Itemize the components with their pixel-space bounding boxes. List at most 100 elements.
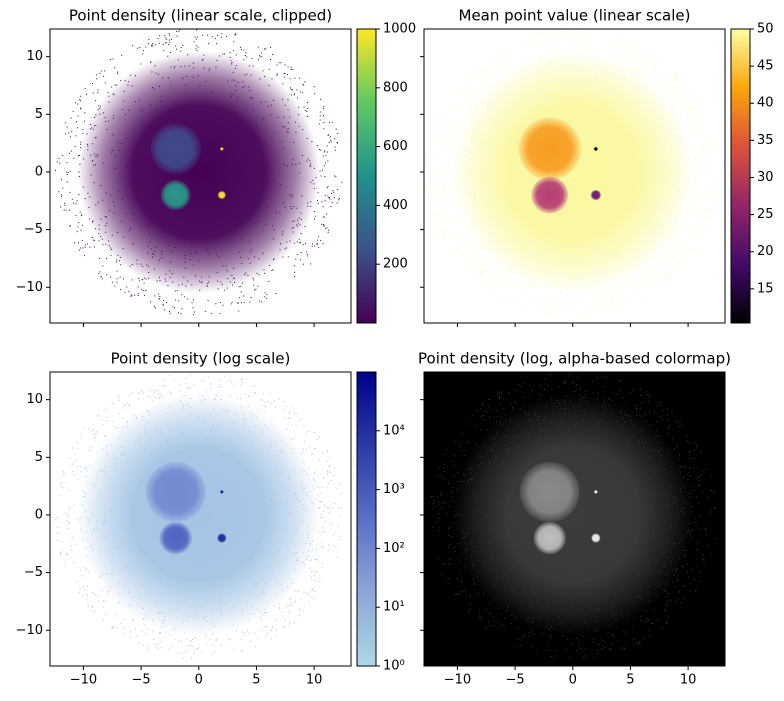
speckle (266, 297, 268, 299)
speckle (241, 650, 243, 652)
speckle (549, 301, 551, 303)
speckle (105, 231, 107, 233)
speckle (293, 524, 295, 526)
speckle (91, 160, 93, 162)
speckle (112, 149, 114, 151)
speckle (164, 42, 166, 44)
speckle (514, 217, 516, 219)
speckle (333, 474, 335, 476)
speckle (270, 638, 272, 640)
speckle (485, 514, 487, 516)
y-tick-label: −10 (16, 623, 43, 638)
speckle (304, 110, 306, 112)
speckle (243, 429, 245, 431)
speckle (629, 41, 631, 43)
speckle (315, 498, 317, 500)
speckle (539, 393, 541, 395)
speckle (267, 207, 269, 209)
speckle (98, 550, 100, 552)
speckle (709, 149, 711, 151)
speckle (439, 502, 441, 504)
speckle (548, 623, 550, 625)
speckle (636, 295, 638, 297)
speckle (501, 261, 503, 263)
speckle (304, 564, 306, 566)
speckle (529, 603, 531, 605)
speckle (585, 396, 587, 398)
speckle (468, 499, 470, 501)
speckle (483, 414, 485, 416)
speckle (166, 38, 168, 40)
speckle (646, 553, 648, 555)
speckle (328, 142, 330, 144)
speckle (84, 198, 86, 200)
speckle (92, 239, 94, 241)
speckle (699, 234, 701, 236)
speckle (709, 188, 711, 190)
speckle (165, 412, 167, 414)
speckle (225, 404, 227, 406)
speckle (601, 58, 603, 60)
speckle (653, 287, 655, 289)
speckle (648, 592, 650, 594)
speckle (575, 384, 577, 386)
speckle (579, 388, 581, 390)
speckle (67, 553, 69, 555)
speckle (186, 404, 188, 406)
speckle (654, 411, 656, 413)
speckle (300, 599, 302, 601)
speckle (236, 64, 238, 66)
speckle (652, 243, 654, 245)
speckle (87, 586, 89, 588)
speckle (429, 185, 431, 187)
speckle (287, 545, 289, 547)
speckle (463, 481, 465, 483)
speckle (80, 229, 82, 231)
speckle (158, 85, 160, 87)
speckle (453, 546, 455, 548)
speckle (316, 243, 318, 245)
speckle (142, 607, 144, 609)
speckle (448, 564, 450, 566)
speckle (65, 482, 67, 484)
speckle (289, 116, 291, 118)
speckle (197, 46, 199, 48)
speckle (291, 69, 293, 71)
speckle (459, 204, 461, 206)
speckle (281, 141, 283, 143)
speckle (587, 49, 589, 51)
speckle (579, 399, 581, 401)
speckle (116, 471, 118, 473)
speckle (551, 56, 553, 58)
speckle (319, 507, 321, 509)
speckle (320, 501, 322, 503)
speckle (306, 101, 308, 103)
speckle (442, 231, 444, 233)
speckle (647, 546, 649, 548)
speckle (602, 647, 604, 649)
speckle (571, 373, 573, 375)
speckle (578, 646, 580, 648)
speckle (201, 400, 203, 402)
speckle (544, 416, 546, 418)
speckle (138, 455, 140, 457)
speckle (284, 206, 286, 208)
speckle (157, 38, 159, 40)
speckle (500, 560, 502, 562)
speckle (517, 452, 519, 454)
speckle (684, 249, 686, 251)
speckle (143, 277, 145, 279)
speckle (683, 512, 685, 514)
speckle (284, 104, 286, 106)
speckle (196, 612, 198, 614)
speckle (286, 499, 288, 501)
speckle (573, 47, 575, 49)
speckle (297, 219, 299, 221)
speckle (229, 418, 231, 420)
speckle (639, 66, 641, 68)
speckle (525, 258, 527, 260)
speckle (191, 657, 193, 659)
speckle (91, 430, 93, 432)
speckle (477, 132, 479, 134)
speckle (209, 638, 211, 640)
